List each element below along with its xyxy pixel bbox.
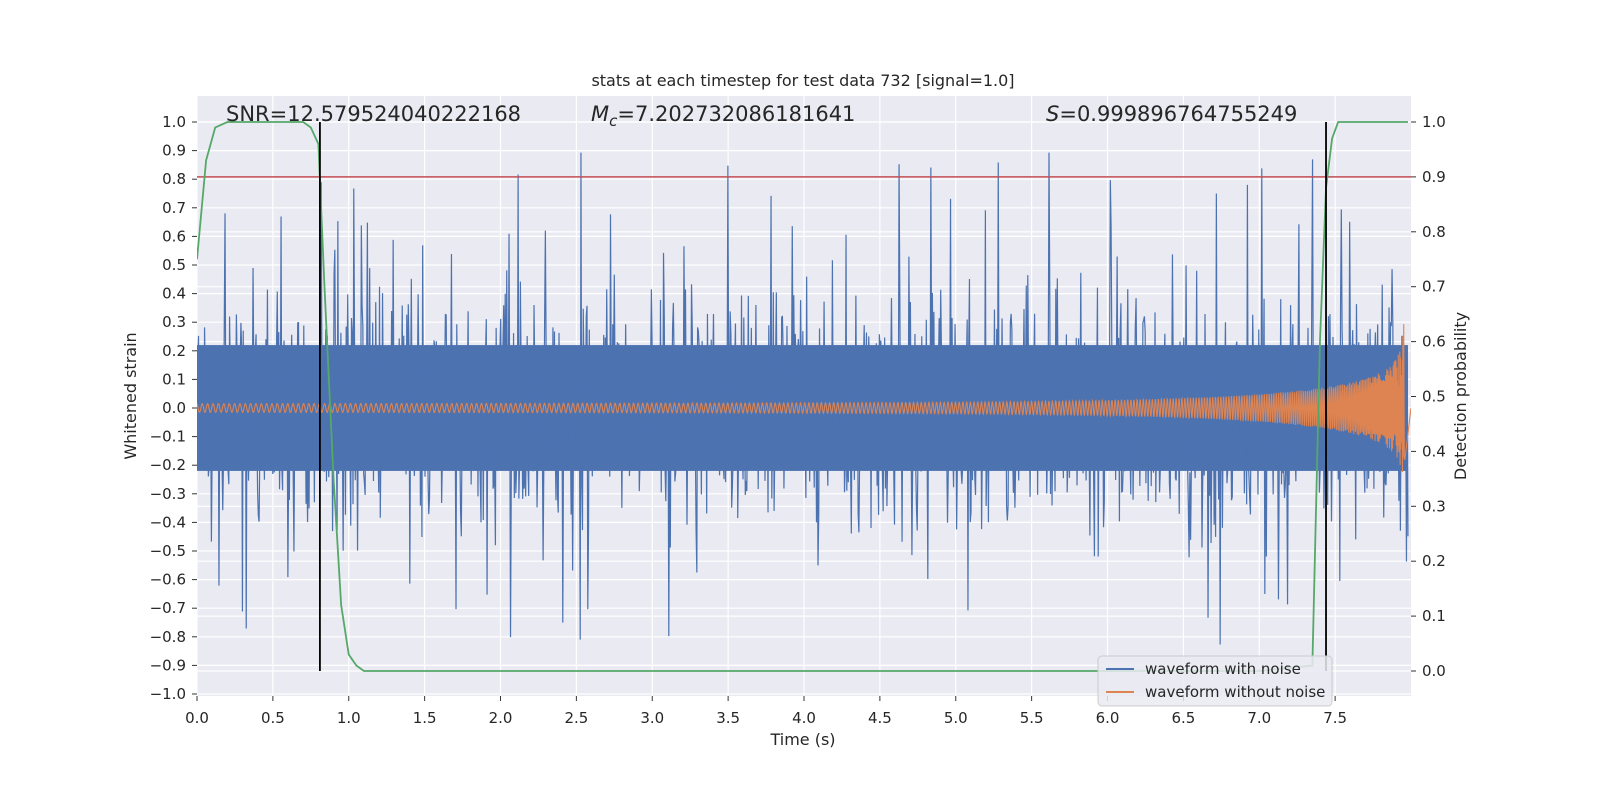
snr-annotation: SNR=12.579524040222168 [226,102,521,126]
x-tick-label: 6.0 [1096,709,1120,727]
y-tick-label: 0.8 [162,170,186,188]
y-tick-label: −0.4 [150,513,186,531]
annotations: SNR=12.579524040222168 Mc=7.202732086181… [226,102,1297,130]
x-tick-label: 5.0 [944,709,968,727]
y2-tick-label: 0.6 [1422,333,1446,351]
chirp-mass-value: =7.202732086181641 [617,102,855,126]
y2-tick-label: 0.3 [1422,497,1446,515]
y-tick-label: −0.1 [150,428,186,446]
x-tick-label: 4.5 [868,709,892,727]
y2-tick-label: 0.5 [1422,388,1446,406]
y2-tick-label: 0.8 [1422,223,1446,241]
x-tick-label: 2.0 [489,709,513,727]
y-tick-label: 0.5 [162,256,186,274]
x-tick-label: 7.0 [1247,709,1271,727]
y-tick-label: 0.7 [162,199,186,217]
axis-ticks: 0.0 0.5 1.0 1.5 2.0 2.5 3.0 3.5 4.0 4.5 5.0 5.5 6.0 6… [150,113,1446,727]
y-axis-label: Whitened strain [121,332,140,459]
s-symbol: S [1046,102,1059,126]
y-tick-label: −0.7 [150,599,186,617]
chart-title: stats at each timestep for test data 732… [591,71,1014,90]
x-axis-label: Time (s) [769,730,835,749]
y-tick-label: −0.2 [150,456,186,474]
x-tick-label: 5.5 [1020,709,1044,727]
y2-tick-label: 0.2 [1422,552,1446,570]
y-tick-label: 0.0 [162,399,186,417]
x-tick-label: 1.0 [337,709,361,727]
y-tick-label: 0.3 [162,313,186,331]
plot-series [197,121,1411,672]
x-tick-label: 1.5 [413,709,437,727]
x-tick-label: 3.0 [640,709,664,727]
x-tick-label: 3.5 [716,709,740,727]
x-tick-label: 0.0 [185,709,209,727]
y-tick-label: −0.9 [150,656,186,674]
y2-tick-label: 1.0 [1422,113,1446,131]
legend-label-noise: waveform with noise [1145,660,1301,678]
clean-waveform-line [197,324,1411,473]
detection-probability-line [197,121,1408,672]
y2-tick-label: 0.0 [1422,662,1446,680]
y-tick-label: 0.6 [162,227,186,245]
y-tick-label: 1.0 [162,113,186,131]
y2-tick-label: 0.1 [1422,607,1446,625]
chirp-mass-annotation: Mc=7.202732086181641 [591,102,855,130]
chirp-mass-symbol: M [591,102,609,126]
y-tick-label: −0.8 [150,628,186,646]
y-tick-label: 0.4 [162,285,186,303]
noisy-waveform-line [197,152,1409,645]
y2-tick-label: 0.4 [1422,442,1446,460]
legend-label-clean: waveform without noise [1145,683,1325,701]
legend: waveform with noise waveform without noi… [1097,655,1333,707]
y-tick-label: −0.6 [150,571,186,589]
s-value: =0.999896764755249 [1059,102,1297,126]
y2-axis-label: Detection probability [1451,312,1470,480]
chirp-mass-subscript: c [609,112,618,130]
y2-tick-label: 0.7 [1422,278,1446,296]
y-tick-label: −0.5 [150,542,186,560]
y-tick-label: −1.0 [150,685,186,703]
x-tick-label: 7.5 [1323,709,1347,727]
y-tick-label: 0.9 [162,142,186,160]
y-tick-label: −0.3 [150,485,186,503]
x-tick-label: 2.5 [564,709,588,727]
x-tick-label: 6.5 [1171,709,1195,727]
x-tick-label: 0.5 [261,709,285,727]
x-tick-label: 4.0 [792,709,816,727]
s-annotation: S=0.999896764755249 [1046,102,1297,126]
legend-box [1097,655,1333,707]
y2-tick-label: 0.9 [1422,168,1446,186]
y-tick-label: 0.2 [162,342,186,360]
y-tick-label: 0.1 [162,370,186,388]
